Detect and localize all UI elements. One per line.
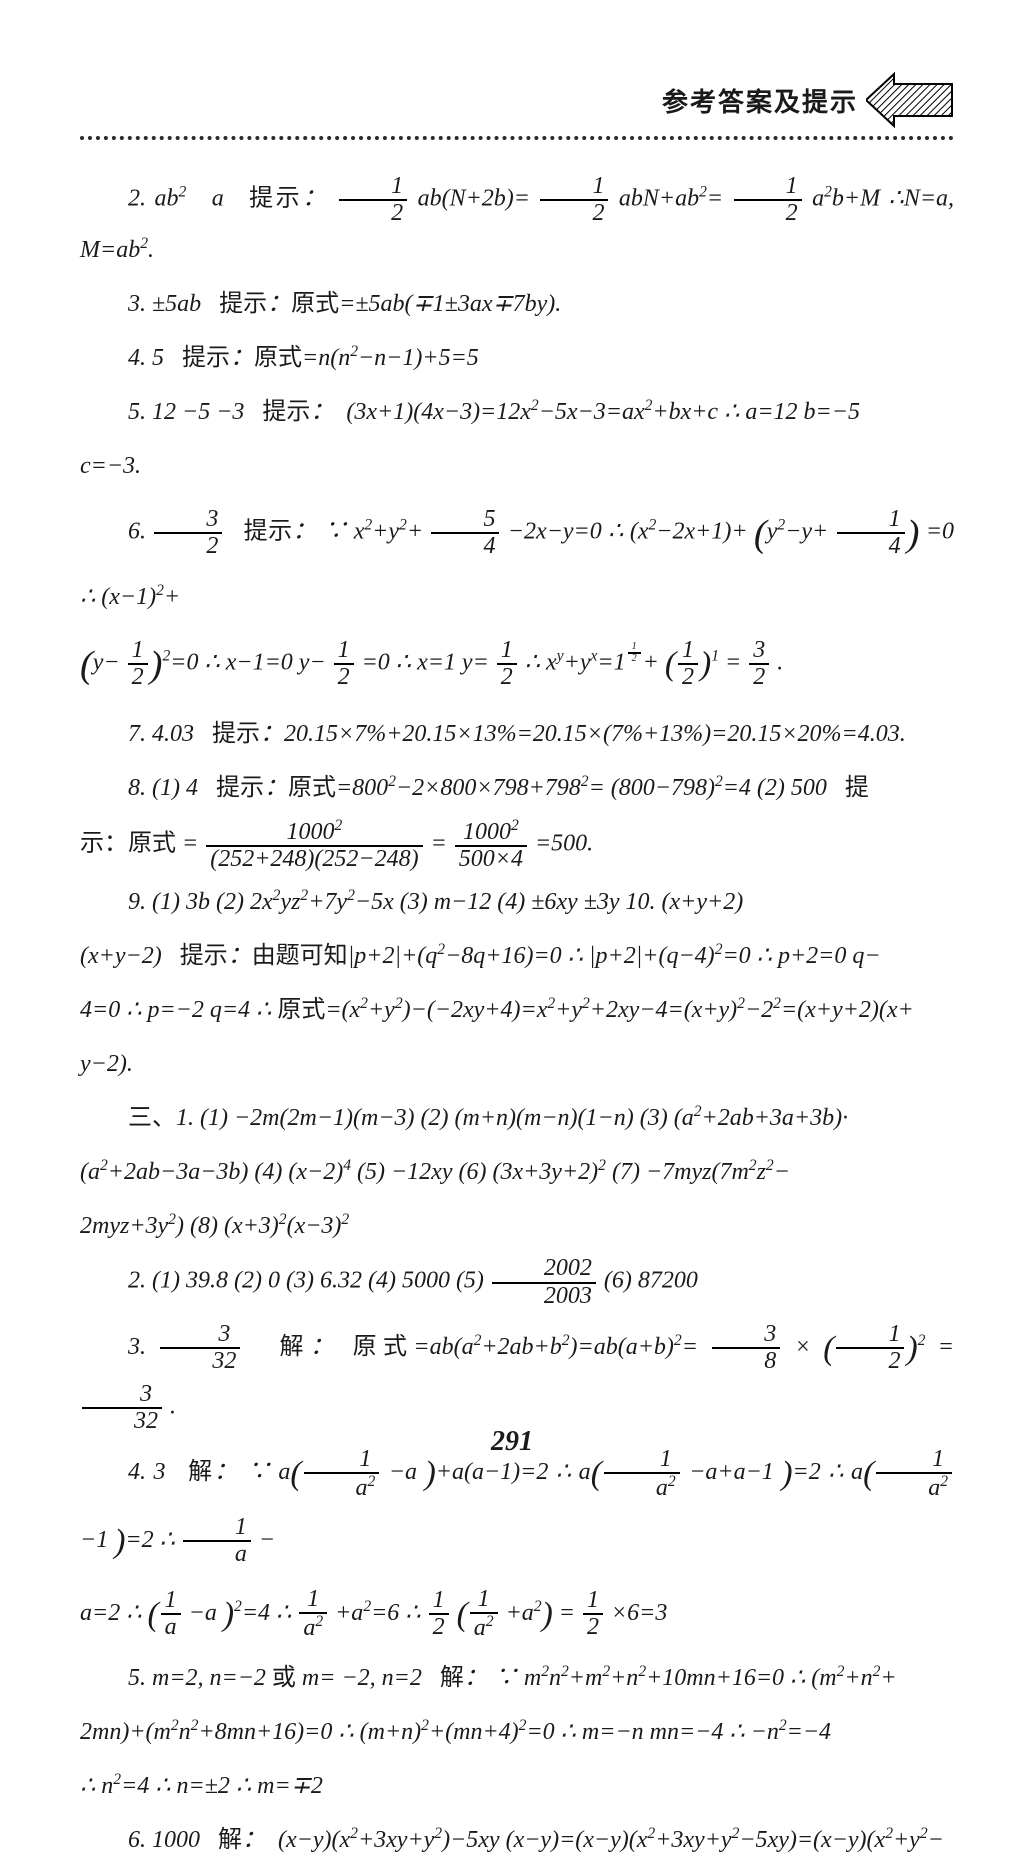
ans-5b: c=−3. (80, 442, 954, 490)
ans-9: 9. (1) 3b (2) 2x2yz2+7y2−5x (3) m−12 (4)… (80, 878, 954, 926)
answer-content: 2. ab2 a 提示： 12 ab(N+2b)= 12 abN+ab2= 12… (80, 174, 954, 1864)
ans-7: 7. 4.03 提示：20.15×7%+20.15×13%=20.15×(7%+… (80, 710, 954, 758)
sec3-4b: a=2 ∴ (1a −a )2=4 ∴ 1a2 +a2=6 ∴ 12 (1a2 … (80, 1581, 954, 1648)
arrow-icon (866, 70, 954, 130)
sec3-6: 6. 1000 解： (x−y)(x2+3xy+y2)−5xy (x−y)=(x… (80, 1816, 954, 1864)
dotted-divider (80, 136, 954, 140)
sec3-5: 5. m=2, n=−2 或 m= −2, n=2 解： ∵ m2n2+m2+n… (80, 1654, 954, 1702)
ans-8: 8. (1) 4 提示：原式=8002−2×800×798+7982= (800… (80, 764, 954, 812)
ans-9b: (x+y−2) 提示：由题可知|p+2|+(q2−8q+16)=0 ∴ |p+2… (80, 932, 954, 980)
sec3-3: 3. 332 解： 原式=ab(a2+2ab+b2)=ab(a+b)2= 38 … (80, 1315, 954, 1435)
header-title: 参考答案及提示 (662, 82, 858, 119)
sec3-1: 三、1. (1) −2m(2m−1)(m−3) (2) (m+n)(m−n)(1… (80, 1094, 954, 1142)
sec3-1c: 2myz+3y2) (8) (x+3)2(x−3)2 (80, 1202, 954, 1250)
ans-2: 2. ab2 a 提示： 12 ab(N+2b)= 12 abN+ab2= 12… (80, 174, 954, 274)
sec3-1b: (a2+2ab−3a−3b) (4) (x−2)4 (5) −12xy (6) … (80, 1148, 954, 1196)
sec3-4: 4. 3 解： ∵ a(1a2 −a )+a(a−1)=2 ∴ a(1a2 −a… (80, 1440, 954, 1574)
page-number: 291 (0, 1426, 1024, 1458)
ans-9c: 4=0 ∴ p=−2 q=4 ∴ 原式=(x2+y2)−(−2xy+4)=x2+… (80, 986, 954, 1034)
page-header: 参考答案及提示 (80, 70, 954, 130)
sec3-5b: 2mn)+(m2n2+8mn+16)=0 ∴ (m+n)2+(mn+4)2=0 … (80, 1708, 954, 1756)
ans-6b: (y− 12)2=0 ∴ x−1=0 y− 12 =0 ∴ x=1 y= 12 … (80, 627, 954, 704)
ans-4: 4. 5 提示：原式=n(n2−n−1)+5=5 (80, 334, 954, 382)
ans-9d: y−2). (80, 1040, 954, 1088)
sec3-2: 2. (1) 39.8 (2) 0 (3) 6.32 (4) 5000 (5) … (80, 1256, 954, 1308)
ans-6: 6. 32 提示： ∵ x2+y2+ 54 −2x−y=0 ∴ (x2−2x+1… (80, 496, 954, 621)
ans-8b: 示：原式 = 10002(252+248)(252−248) = 1000250… (80, 818, 954, 872)
sec3-5c: ∴ n2=4 ∴ n=±2 ∴ m=∓2 (80, 1762, 954, 1810)
ans-5: 5. 12 −5 −3 提示： (3x+1)(4x−3)=12x2−5x−3=a… (80, 388, 954, 436)
ans-3: 3. ±5ab 提示：原式=±5ab(∓1±3ax∓7by). (80, 280, 954, 328)
